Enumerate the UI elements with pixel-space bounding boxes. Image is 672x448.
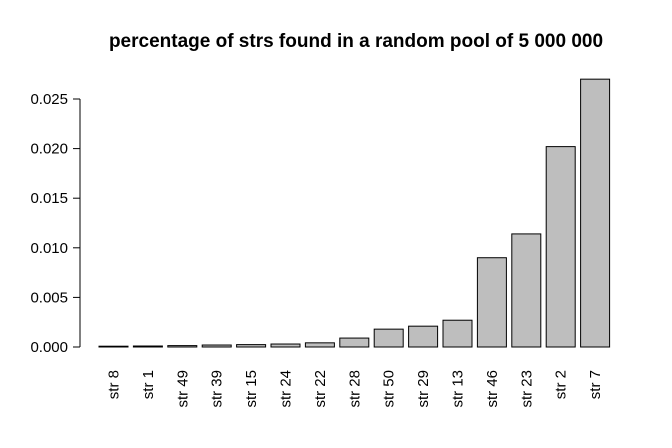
bar-str-50: [373, 328, 404, 348]
x-tick-label: str 8: [106, 370, 123, 399]
y-tick-label: 0.005: [30, 289, 68, 306]
x-tick-label: str 13: [450, 370, 467, 408]
x-tick-label: str 24: [278, 370, 295, 408]
y-tick-label: 0.010: [30, 240, 68, 257]
bar-str-46: [476, 257, 507, 348]
x-tick-label: str 49: [174, 370, 191, 408]
bar-str-39: [201, 344, 232, 348]
bar-str-15: [236, 344, 267, 348]
bar-str-1: [132, 345, 163, 348]
y-tick-label: 0.025: [30, 91, 68, 108]
bar-str-49: [167, 345, 198, 348]
chart-title: percentage of strs found in a random poo…: [109, 31, 603, 52]
y-tick-label: 0.020: [30, 141, 68, 158]
x-tick-label: str 46: [484, 370, 501, 408]
x-axis-labels: str 8 str 1 str 49 str 39 str 15 str 24 str 22…: [106, 370, 605, 408]
bar-str-7: [580, 78, 611, 348]
x-tick-label: str 7: [587, 370, 604, 399]
y-axis: 0.000 0.005 0.010 0.015 0.020 0.025: [30, 91, 81, 356]
x-tick-label: str 15: [243, 370, 260, 408]
x-tick-label: str 23: [518, 370, 535, 408]
y-tick-label: 0.015: [30, 190, 68, 207]
bar-str-24: [270, 343, 301, 348]
x-tick-label: str 22: [312, 370, 329, 408]
bar-str-22: [304, 342, 335, 348]
bar-str-28: [339, 337, 370, 348]
bars: [98, 78, 611, 348]
bar-str-13: [442, 319, 473, 348]
x-tick-label: str 50: [381, 370, 398, 408]
y-tick-label: 0.000: [30, 339, 68, 356]
x-tick-label: str 29: [415, 370, 432, 408]
bar-str-2: [545, 146, 576, 348]
bar-str-29: [408, 325, 439, 348]
x-tick-label: str 28: [346, 370, 363, 408]
bar-str-23: [511, 233, 542, 348]
x-tick-label: str 1: [140, 370, 157, 399]
x-tick-label: str 39: [209, 370, 226, 408]
bar-str-8: [98, 345, 129, 348]
x-tick-label: str 2: [553, 370, 570, 399]
